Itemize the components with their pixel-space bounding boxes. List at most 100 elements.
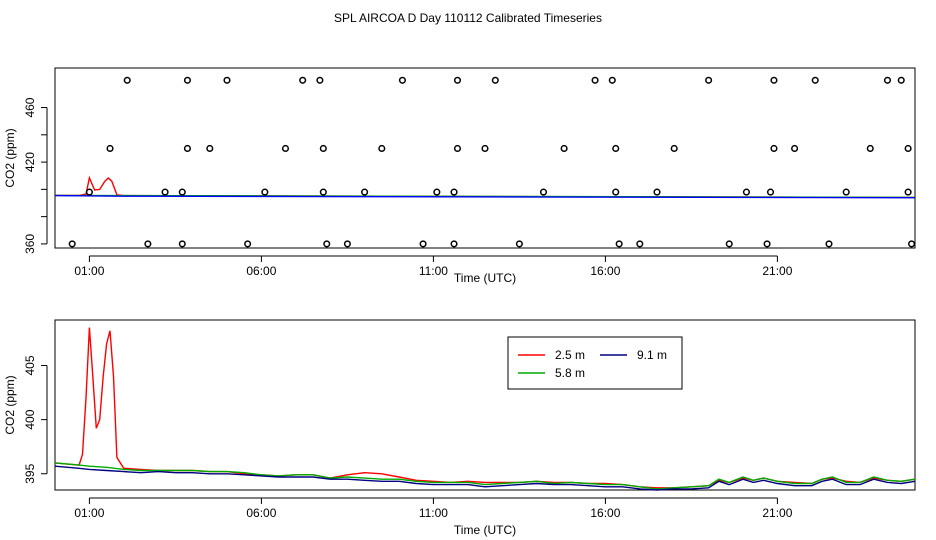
legend-label-5-8m: 5.8 m: [555, 366, 585, 380]
x-axis-label: Time (UTC): [454, 523, 516, 537]
data-point: [725, 240, 733, 248]
x-tick-label: 21:00: [762, 506, 792, 520]
legend: 2.5 m 5.8 m 9.1 m: [507, 336, 683, 390]
plot-frame: [54, 67, 916, 249]
data-point: [608, 76, 616, 84]
plot-top: 01:00 06:00 11:00 16:00 21:00 360 420 460 Time…: [3, 67, 916, 285]
data-point: [343, 240, 351, 248]
y-tick-label: 405: [23, 355, 37, 375]
data-point: [491, 76, 499, 84]
x-tick-label: 11:00: [419, 264, 448, 278]
data-point: [763, 240, 771, 248]
data-point: [144, 240, 152, 248]
data-point: [453, 144, 462, 153]
data-point: [106, 144, 114, 153]
data-point: [183, 144, 191, 153]
data-point: [206, 144, 214, 153]
y-tick-label: 395: [23, 463, 37, 483]
data-point: [653, 188, 661, 196]
series-lines: [54, 175, 916, 199]
series-line-2: [54, 194, 916, 199]
data-point: [453, 76, 462, 84]
outlier-markers: [68, 76, 916, 248]
x-tick-label: 11:00: [419, 506, 448, 520]
data-point: [244, 240, 252, 248]
data-point: [908, 240, 916, 248]
legend-box: [507, 336, 683, 390]
data-point: [591, 76, 599, 84]
x-axis-label: Time (UTC): [454, 271, 516, 285]
chart-title: SPL AIRCOA D Day 110112 Calibrated Times…: [334, 11, 602, 25]
data-point: [433, 188, 441, 196]
data-point: [450, 188, 458, 196]
y-tick-label: 400: [23, 409, 37, 429]
data-point: [883, 76, 892, 84]
data-point: [161, 188, 169, 196]
data-point: [85, 188, 93, 196]
data-point: [560, 144, 568, 153]
x-tick-label: 06:00: [246, 506, 276, 520]
data-point: [515, 240, 523, 248]
data-point: [316, 76, 324, 84]
data-point: [299, 76, 307, 84]
x-tick-label: 01:00: [74, 264, 104, 278]
x-tick-label: 16:00: [590, 506, 620, 520]
data-point: [481, 144, 489, 153]
y-tick-label: 460: [23, 97, 37, 117]
data-point: [842, 188, 850, 196]
data-point: [419, 240, 427, 248]
data-point: [319, 188, 327, 196]
data-point: [811, 76, 819, 84]
data-point: [378, 144, 386, 153]
data-point: [770, 76, 778, 84]
data-point: [612, 188, 620, 196]
data-point: [178, 240, 186, 248]
data-point: [183, 76, 191, 84]
y-axis-label: CO2 (ppm): [3, 128, 17, 187]
data-point: [261, 188, 269, 196]
data-point: [636, 240, 644, 248]
data-point: [612, 144, 620, 153]
data-point: [450, 240, 458, 248]
data-point: [323, 240, 331, 248]
data-point: [670, 144, 678, 153]
series-lines: [54, 327, 916, 491]
y-tick-label: 360: [23, 234, 37, 254]
data-point: [539, 188, 548, 196]
x-tick-label: 16:00: [590, 264, 620, 278]
x-axis: 01:00 06:00 11:00 16:00 21:00: [74, 255, 793, 278]
data-point: [897, 76, 905, 84]
data-point: [904, 188, 912, 196]
data-point: [361, 188, 369, 196]
data-point: [398, 76, 406, 84]
x-tick-label: 21:00: [762, 264, 792, 278]
y-axis-label: CO2 (ppm): [3, 375, 17, 434]
data-point: [791, 144, 799, 153]
plot-frame: [54, 319, 916, 491]
data-point: [319, 144, 327, 153]
plot-bottom: 01:00 06:00 11:00 16:00 21:00 395 400 405 Time…: [3, 319, 916, 537]
x-tick-label: 06:00: [246, 264, 276, 278]
y-axis: 360 420 460: [23, 97, 48, 254]
data-point: [825, 240, 833, 248]
series-line-2-5-m: [54, 327, 916, 489]
data-point: [223, 76, 231, 84]
series-line-5-8-m: [54, 462, 916, 490]
data-point: [904, 144, 912, 153]
x-tick-label: 01:00: [74, 506, 104, 520]
data-point: [866, 144, 874, 153]
legend-label-2-5m: 2.5 m: [555, 348, 585, 362]
legend-label-9-1m: 9.1 m: [637, 348, 667, 362]
series-line-9-1-m: [54, 465, 916, 491]
y-axis: 395 400 405: [23, 355, 48, 484]
data-point: [123, 76, 131, 84]
data-point: [766, 188, 775, 196]
data-point: [178, 188, 186, 196]
data-point: [770, 144, 778, 153]
data-point: [705, 76, 713, 84]
data-point: [68, 240, 76, 248]
data-point: [615, 240, 623, 248]
y-tick-label: 420: [23, 152, 37, 172]
data-point: [742, 188, 750, 196]
